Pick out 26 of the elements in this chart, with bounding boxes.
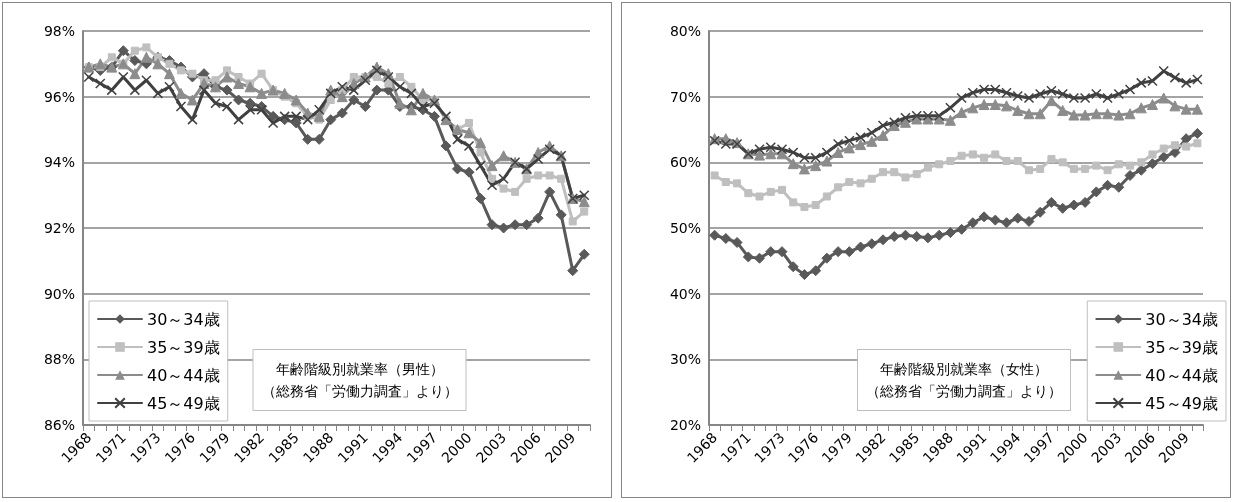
legend-label: 30～34歳 [147, 309, 220, 329]
y-tick-label: 86% [43, 417, 75, 433]
annotation: 年齢階級別就業率（女性） [880, 361, 1048, 377]
legend-label: 30～34歳 [1145, 309, 1218, 329]
annotation: 年齢階級別就業率（男性） [275, 361, 444, 377]
annotation: （総務省「労働力調査」より） [866, 383, 1062, 399]
y-tick-label: 96% [43, 88, 75, 105]
legend-label: 45～49歳 [147, 393, 220, 413]
y-tick-label: 80% [669, 23, 701, 39]
y-tick-label: 70% [669, 88, 701, 105]
y-tick-label: 92% [43, 220, 75, 236]
legend-label: 40～44歳 [1145, 365, 1218, 385]
legend-label: 45～49歳 [1145, 393, 1218, 413]
y-tick-label: 94% [43, 154, 75, 171]
y-tick-label: 88% [43, 351, 75, 368]
y-tick-label: 20% [669, 417, 701, 433]
y-tick-label: 60% [669, 154, 701, 171]
legend-label: 35～39歳 [147, 337, 220, 357]
y-tick-label: 40% [669, 285, 701, 302]
y-tick-label: 90% [43, 285, 75, 302]
y-tick-label: 50% [669, 220, 701, 236]
y-tick-label: 98% [43, 23, 75, 39]
legend-label: 35～39歳 [1145, 337, 1218, 357]
legend-label: 40～44歳 [147, 365, 220, 385]
annotation: （総務省「労働力調査」より） [261, 383, 458, 399]
y-tick-label: 30% [669, 351, 701, 368]
